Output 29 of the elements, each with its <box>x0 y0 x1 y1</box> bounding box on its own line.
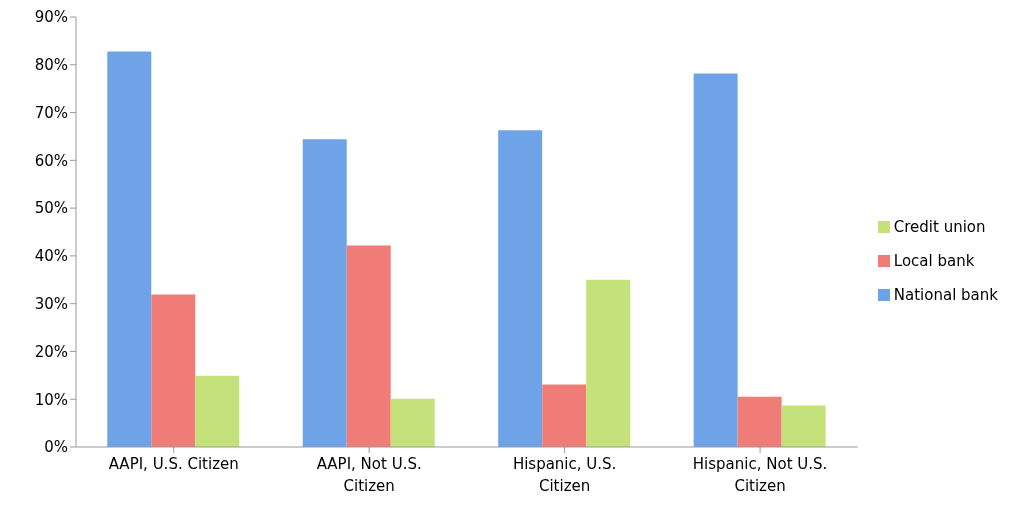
bar <box>195 375 240 447</box>
x-tick-label: AAPI, U.S. Citizen <box>108 455 239 473</box>
bar <box>781 405 826 447</box>
y-tick-label: 70% <box>34 103 68 122</box>
bar <box>586 279 631 447</box>
bar <box>151 294 196 447</box>
y-tick-label: 90% <box>34 8 68 27</box>
y-tick-label: 10% <box>34 390 68 409</box>
legend-label: Credit union <box>893 217 986 236</box>
x-tick-label: AAPI, Not U.S. Citizen <box>316 455 422 495</box>
x-tick-label: Hispanic, U.S. Citizen <box>512 455 617 495</box>
bar <box>737 396 782 447</box>
y-tick-label: 50% <box>34 199 68 218</box>
legend-label: Local bank <box>893 251 975 270</box>
bar <box>302 139 347 447</box>
bar <box>107 51 152 447</box>
y-tick-label: 0% <box>44 438 68 457</box>
y-tick-label: 80% <box>34 56 68 75</box>
legend-label: National bank <box>893 285 998 304</box>
y-tick-label: 40% <box>34 247 68 266</box>
bar <box>390 398 435 447</box>
y-tick-label: 30% <box>34 294 68 313</box>
bar <box>498 130 543 447</box>
bar <box>346 245 391 447</box>
bar <box>693 73 738 447</box>
x-tick-label: Hispanic, Not U.S. Citizen <box>692 455 828 495</box>
y-tick-label: 20% <box>34 342 68 361</box>
y-tick-label: 60% <box>34 151 68 170</box>
bar <box>542 384 587 447</box>
